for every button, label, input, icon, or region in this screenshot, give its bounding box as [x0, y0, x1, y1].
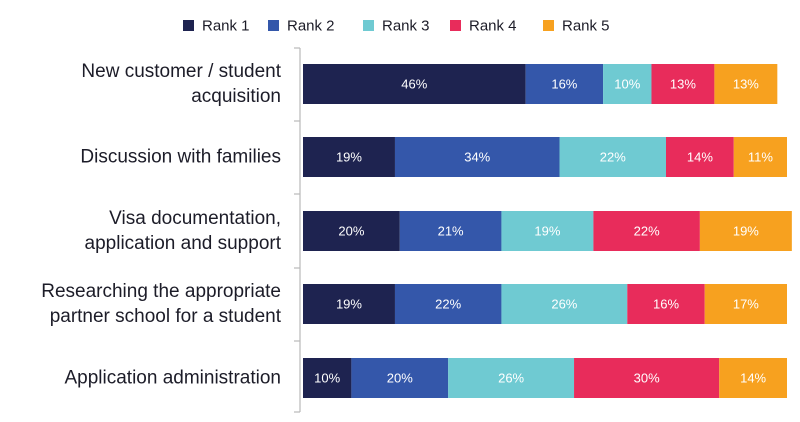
bar-value-label: 17%: [733, 297, 759, 312]
bar-value-label: 13%: [670, 77, 696, 92]
bar-value-label: 16%: [653, 297, 679, 312]
bar-value-label: 20%: [387, 371, 413, 386]
bar-value-label: 30%: [634, 371, 660, 386]
bar-value-label: 22%: [600, 150, 626, 165]
bar-value-label: 19%: [534, 224, 560, 239]
bar-segment: [651, 64, 715, 104]
legend-swatch: [543, 20, 554, 31]
category-label: Researching the appropriate: [41, 281, 281, 302]
bar-segment: [704, 284, 787, 324]
bar-segment: [627, 284, 705, 324]
legend-item: Rank 2: [268, 18, 335, 35]
category-label: Application administration: [64, 368, 281, 389]
bar-value-label: 21%: [438, 224, 464, 239]
bar-value-label: 13%: [733, 77, 759, 92]
bar-value-label: 22%: [634, 224, 660, 239]
bar-segment: [303, 211, 400, 251]
bar-value-label: 46%: [401, 77, 427, 92]
bar-value-label: 34%: [464, 150, 490, 165]
bar-value-label: 14%: [687, 150, 713, 165]
bar-value-label: 20%: [338, 224, 364, 239]
bar-row: 19% 34% 22% 14% 11%: [303, 137, 787, 177]
category-labels: New customer / student acquisition Discuss…: [41, 61, 281, 389]
bar-segment: [574, 358, 720, 398]
bar-segment: [559, 137, 666, 177]
bar-segment: [501, 284, 628, 324]
category-label: Discussion with families: [80, 147, 281, 168]
bar-value-label: 11%: [748, 150, 773, 165]
bar-segment: [351, 358, 449, 398]
bar-row: 19% 22% 26% 16% 17%: [303, 284, 787, 324]
bar-value-label: 19%: [336, 297, 362, 312]
bar-segment: [593, 211, 700, 251]
bar-row: 46% 16% 10% 13% 13%: [303, 64, 778, 104]
category-label: acquisition: [191, 86, 281, 107]
legend-item: Rank 4: [450, 18, 517, 35]
bar-value-label: 26%: [498, 371, 524, 386]
bar-value-label: 22%: [435, 297, 461, 312]
bar-segment: [303, 137, 395, 177]
legend-swatch: [450, 20, 461, 31]
legend-item: Rank 1: [183, 18, 250, 35]
legend-swatch: [363, 20, 374, 31]
bar-value-label: 10%: [614, 77, 640, 92]
bar-segment: [448, 358, 575, 398]
legend-swatch: [268, 20, 279, 31]
category-label: partner school for a student: [50, 306, 282, 327]
category-label: New customer / student: [81, 61, 281, 82]
category-label: application and support: [85, 233, 282, 254]
y-axis-ticks: [294, 47, 300, 413]
bar-segment: [303, 358, 352, 398]
legend-label: Rank 5: [562, 18, 610, 35]
bar-segment: [714, 64, 778, 104]
bars: 46% 16% 10% 13% 13%19% 34% 22% 14% 11%20% 21% 19% 2…: [303, 64, 792, 398]
bar-segment: [666, 137, 734, 177]
bar-segment: [719, 358, 787, 398]
bar-row: 10% 20% 26% 30% 14%: [303, 358, 787, 398]
bar-segment: [399, 211, 502, 251]
bar-value-label: 19%: [733, 224, 759, 239]
bar-value-label: 26%: [551, 297, 577, 312]
bar-value-label: 14%: [740, 371, 766, 386]
category-label: Visa documentation,: [109, 208, 281, 229]
bar-segment: [394, 137, 560, 177]
bar-segment: [501, 211, 594, 251]
bar-segment: [699, 211, 792, 251]
bar-value-label: 19%: [336, 150, 362, 165]
bar-segment: [733, 137, 787, 177]
legend-swatch: [183, 20, 194, 31]
legend-label: Rank 2: [287, 18, 335, 35]
bar-row: 20% 21% 19% 22% 19%: [303, 211, 792, 251]
legend: Rank 1 Rank 2 Rank 3 Rank 4 Rank 5: [183, 18, 610, 35]
legend-label: Rank 1: [202, 18, 250, 35]
legend-item: Rank 3: [363, 18, 430, 35]
bar-value-label: 16%: [551, 77, 577, 92]
legend-label: Rank 4: [469, 18, 517, 35]
bar-segment: [303, 284, 395, 324]
legend-item: Rank 5: [543, 18, 610, 35]
bar-segment: [394, 284, 502, 324]
bar-segment: [303, 64, 526, 104]
bar-value-label: 10%: [314, 371, 340, 386]
bar-segment: [525, 64, 604, 104]
bar-segment: [603, 64, 652, 104]
legend-label: Rank 3: [382, 18, 430, 35]
